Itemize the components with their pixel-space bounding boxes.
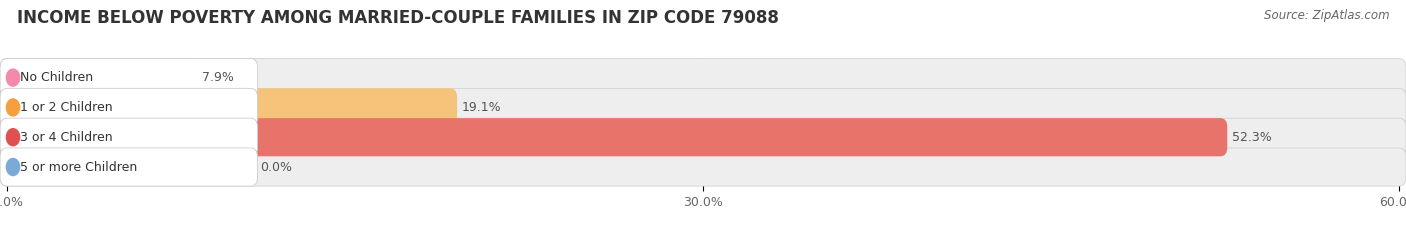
Circle shape: [7, 158, 20, 175]
Text: No Children: No Children: [20, 71, 93, 84]
FancyBboxPatch shape: [0, 58, 1406, 97]
Text: 7.9%: 7.9%: [202, 71, 233, 84]
Text: 5 or more Children: 5 or more Children: [20, 161, 136, 174]
FancyBboxPatch shape: [0, 58, 197, 97]
Text: 0.0%: 0.0%: [260, 161, 292, 174]
Text: 19.1%: 19.1%: [461, 101, 502, 114]
Text: 52.3%: 52.3%: [1232, 131, 1271, 144]
Text: 3 or 4 Children: 3 or 4 Children: [20, 131, 112, 144]
Text: INCOME BELOW POVERTY AMONG MARRIED-COUPLE FAMILIES IN ZIP CODE 79088: INCOME BELOW POVERTY AMONG MARRIED-COUPL…: [17, 9, 779, 27]
FancyBboxPatch shape: [0, 118, 1227, 156]
Circle shape: [7, 99, 20, 116]
Text: Source: ZipAtlas.com: Source: ZipAtlas.com: [1264, 9, 1389, 22]
FancyBboxPatch shape: [0, 88, 257, 127]
Circle shape: [7, 69, 20, 86]
FancyBboxPatch shape: [0, 118, 257, 156]
FancyBboxPatch shape: [0, 148, 257, 186]
Circle shape: [7, 129, 20, 146]
FancyBboxPatch shape: [0, 88, 1406, 127]
Text: 1 or 2 Children: 1 or 2 Children: [20, 101, 112, 114]
FancyBboxPatch shape: [0, 148, 1406, 186]
FancyBboxPatch shape: [0, 118, 1406, 156]
FancyBboxPatch shape: [0, 88, 457, 127]
FancyBboxPatch shape: [0, 58, 257, 97]
